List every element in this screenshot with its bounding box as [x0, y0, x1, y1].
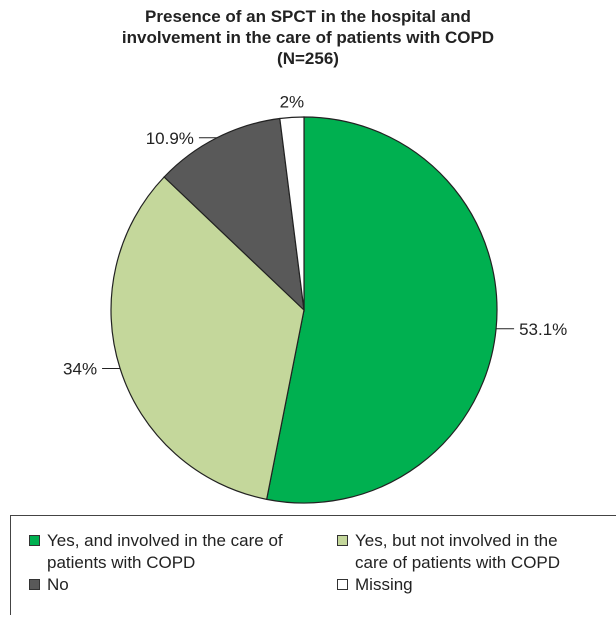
data-label: 2% — [280, 92, 305, 111]
legend-item: Yes, but not involved in the care of pat… — [329, 530, 594, 574]
pie-slice — [279, 116, 305, 311]
data-label: 53.1% — [519, 320, 567, 339]
legend-item: Missing — [329, 574, 594, 596]
legend-swatch — [337, 535, 348, 546]
legend-item: No — [21, 574, 286, 596]
chart-title: (N=256) — [277, 49, 339, 68]
legend-swatch — [337, 579, 348, 590]
pie-slice — [110, 176, 305, 501]
legend-label: No — [47, 575, 69, 594]
chart-title: involvement in the care of patients with… — [122, 28, 494, 47]
legend: Yes, and involved in the care of patient… — [10, 515, 616, 615]
chart-title: Presence of an SPCT in the hospital and — [145, 7, 471, 26]
legend-label: Yes, and involved in the care of patient… — [47, 531, 283, 572]
legend-label: Yes, but not involved in the care of pat… — [355, 531, 561, 572]
chart: Presence of an SPCT in the hospital and i… — [63, 7, 567, 504]
pie-slice — [163, 117, 305, 312]
data-label: 34% — [63, 359, 97, 378]
legend-item: Yes, and involved in the care of patient… — [21, 530, 286, 574]
legend-swatch — [29, 579, 40, 590]
data-label: 10.9% — [146, 129, 194, 148]
legend-swatch — [29, 535, 40, 546]
legend-label: Missing — [355, 575, 413, 594]
